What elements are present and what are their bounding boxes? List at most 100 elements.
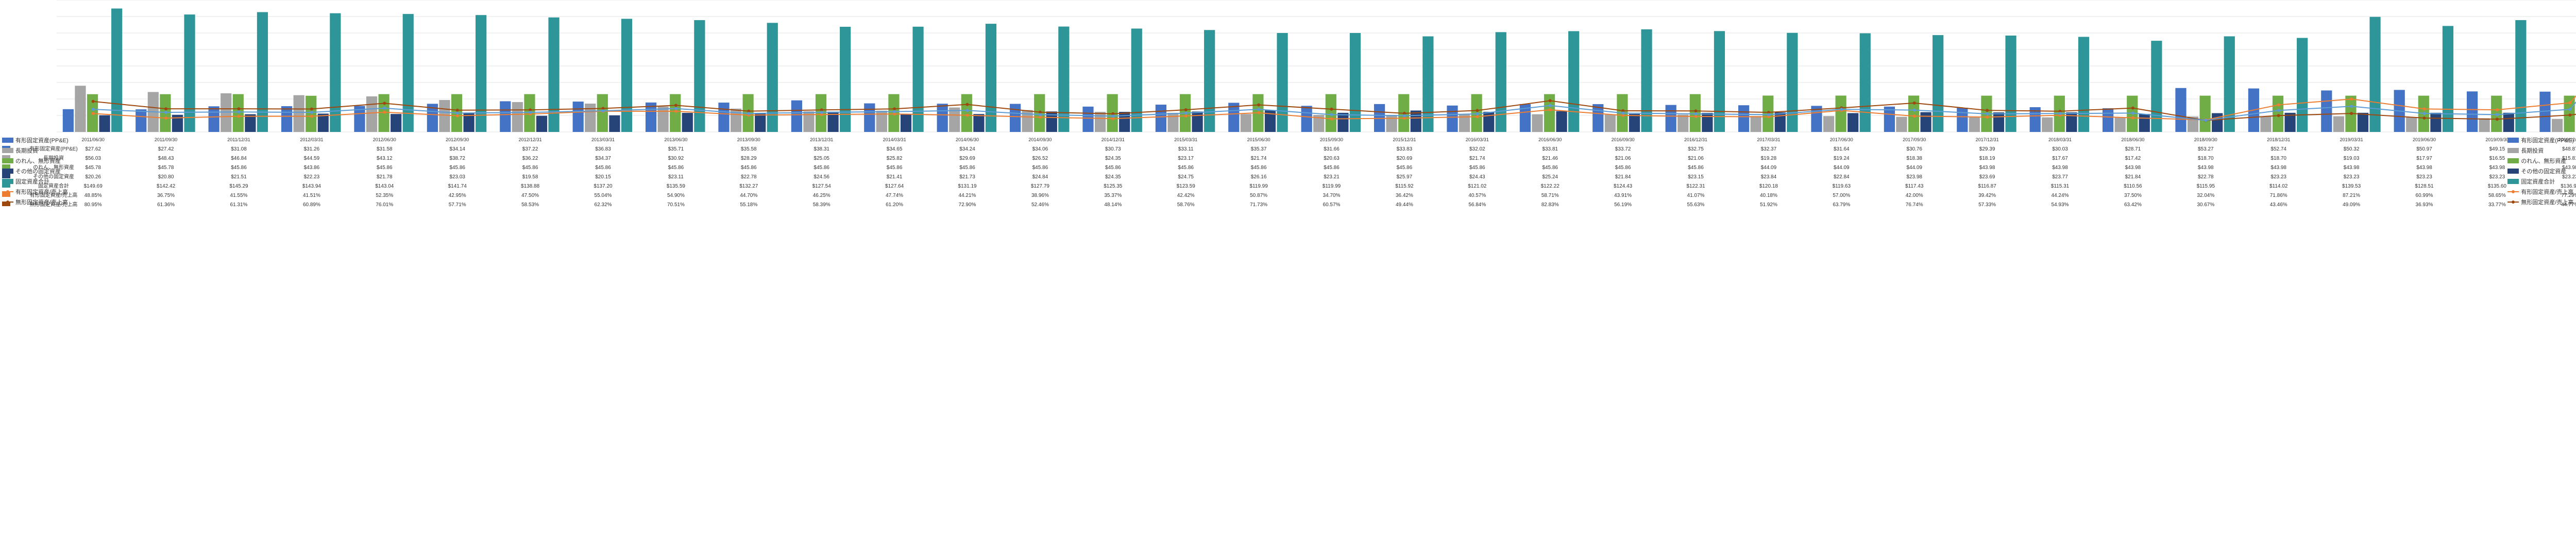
legend-item-ppande_ratio: 有形固定資産/売上高 — [2, 188, 69, 196]
table-cell: $34.24 — [959, 146, 975, 152]
legend-label: 長期投資 — [2521, 146, 2544, 155]
table-cell: 71.73% — [1250, 202, 1267, 208]
table-cell: $22.84 — [1834, 174, 1850, 180]
legend-item-goodwill: のれん、無形資産 — [2, 157, 69, 165]
bar-longinv — [2479, 119, 2490, 132]
table-cell: $23.11 — [668, 174, 684, 180]
bar-ppande — [500, 101, 511, 132]
table-cell: $43.98 — [2344, 165, 2360, 171]
table-cell: $21.73 — [959, 174, 975, 180]
table-cell: $23.21 — [1324, 174, 1340, 180]
table-cell: 50.87% — [1250, 193, 1267, 198]
bar-goodwill — [961, 94, 972, 132]
table-cell: $34.65 — [887, 146, 903, 152]
table-cell: $44.09 — [1834, 165, 1850, 171]
table-cell: $45.86 — [377, 165, 393, 171]
bar-otherfixed — [1848, 113, 1858, 132]
bar-ppande — [1082, 107, 1093, 132]
column-label: 2018/03/31 — [2048, 137, 2072, 142]
bar-totalfixed — [2297, 38, 2308, 132]
table-cell: $23.23 — [2270, 174, 2286, 180]
bar-otherfixed — [1556, 111, 1567, 132]
table-cell: $18.38 — [1906, 156, 1922, 161]
table-cell: $119.99 — [1323, 183, 1341, 189]
table-cell: $45.86 — [1032, 165, 1048, 171]
bar-totalfixed — [2005, 36, 2016, 132]
table-cell: $23.98 — [1906, 174, 1922, 180]
bar-longinv — [1896, 117, 1907, 132]
bar-otherfixed — [536, 116, 547, 132]
bar-totalfixed — [1787, 33, 1798, 132]
table-cell: 54.90% — [667, 193, 685, 198]
table-cell: $45.86 — [1251, 165, 1267, 171]
legend-label: 有形固定資産(PP&E) — [2521, 136, 2574, 144]
table-cell: $21.78 — [377, 174, 393, 180]
table-cell: $135.60 — [2488, 183, 2507, 189]
table-cell: $21.74 — [1469, 156, 1485, 161]
bar-otherfixed — [1411, 110, 1421, 132]
bar-totalfixed — [1860, 34, 1871, 132]
bar-longinv — [366, 96, 377, 132]
table-cell: $122.31 — [1686, 183, 1705, 189]
table-cell: 42.95% — [449, 193, 466, 198]
table-cell: $23.84 — [1761, 174, 1777, 180]
bar-totalfixed — [330, 13, 341, 132]
table-cell: $34.06 — [1032, 146, 1048, 152]
table-cell: $44.09 — [1906, 165, 1922, 171]
bar-otherfixed — [391, 114, 401, 132]
table-cell: $44.09 — [1761, 165, 1777, 171]
bar-longinv — [658, 107, 669, 132]
bar-otherfixed — [99, 115, 110, 132]
table-cell: 72.90% — [959, 202, 976, 208]
table-cell: $23.23 — [2416, 174, 2432, 180]
table-cell: $124.43 — [1614, 183, 1633, 189]
table-cell: 42.42% — [1177, 193, 1195, 198]
table-cell: $45.86 — [449, 165, 465, 171]
column-label: 2013/03/31 — [591, 137, 615, 142]
table-cell: 57.71% — [449, 202, 466, 208]
legend-label: 固定資産合計 — [15, 177, 49, 186]
bar-totalfixed — [1131, 28, 1142, 132]
bar-ppande — [573, 102, 584, 132]
table-cell: $23.15 — [1688, 174, 1704, 180]
table-cell: $45.86 — [522, 165, 538, 171]
table-cell: $128.51 — [2415, 183, 2434, 189]
bar-otherfixed — [1119, 112, 1130, 132]
table-cell: 36.93% — [2416, 202, 2433, 208]
bar-ppande — [718, 103, 729, 132]
bar-ppande — [791, 101, 802, 132]
table-cell: $30.03 — [2052, 146, 2068, 152]
table-cell: 42.00% — [1906, 193, 1923, 198]
table-cell: $30.76 — [1906, 146, 1922, 152]
bar-otherfixed — [1192, 111, 1202, 132]
column-label: 2019/09/30 — [2485, 137, 2509, 142]
column-label: 2014/03/31 — [883, 137, 906, 142]
table-cell: $132.27 — [739, 183, 758, 189]
bar-goodwill — [670, 94, 681, 132]
bar-otherfixed — [755, 113, 766, 132]
table-cell: 71.86% — [2270, 193, 2287, 198]
table-cell: $49.15 — [2489, 146, 2505, 152]
table-cell: $35.58 — [741, 146, 757, 152]
column-label: 2011/09/30 — [155, 137, 177, 142]
table-cell: $45.78 — [158, 165, 174, 171]
bar-totalfixed — [767, 23, 778, 132]
table-cell: 56.19% — [1614, 202, 1632, 208]
bar-otherfixed — [2212, 113, 2223, 132]
bar-otherfixed — [1993, 112, 2004, 132]
table-cell: $32.37 — [1761, 146, 1777, 152]
table-cell: 47.50% — [521, 193, 539, 198]
legend-item-totalfixed: 固定資産合計 — [2, 177, 69, 186]
table-cell: 49.09% — [2343, 202, 2360, 208]
bar-longinv — [1605, 114, 1616, 132]
table-cell: 44.21% — [959, 193, 976, 198]
legend-label: 有形固定資産/売上高 — [2521, 188, 2573, 196]
table-cell: $22.78 — [741, 174, 757, 180]
table-cell: 48.85% — [84, 193, 102, 198]
column-label: 2018/06/30 — [2121, 137, 2144, 142]
table-cell: $23.23 — [2344, 174, 2360, 180]
table-cell: $31.26 — [304, 146, 320, 152]
bar-totalfixed — [548, 18, 559, 132]
table-cell: 82.83% — [1541, 202, 1559, 208]
table-cell: 41.51% — [303, 193, 320, 198]
